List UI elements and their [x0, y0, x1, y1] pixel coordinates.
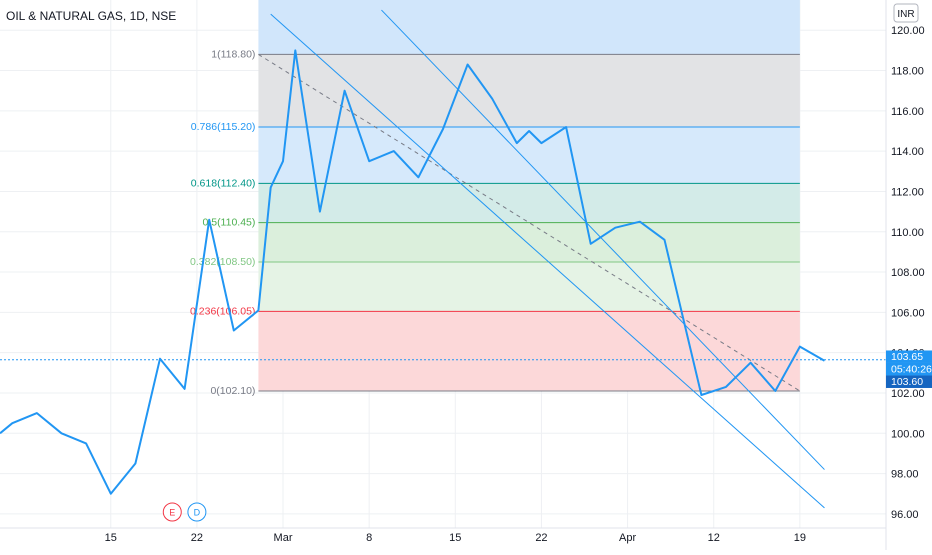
x-tick-label: 8	[366, 532, 372, 544]
x-tick-label: 15	[449, 532, 461, 544]
x-tick-label: 12	[708, 532, 720, 544]
currency-label: INR	[897, 9, 914, 20]
y-tick-label: 98.00	[891, 469, 919, 481]
fib-zone	[258, 261, 800, 312]
fib-trend-line	[258, 53, 801, 392]
x-tick-label: 19	[794, 532, 806, 544]
event-marker	[162, 502, 182, 522]
price-series	[0, 49, 825, 495]
time-axis: 15 22 Mar 8 15 22 Apr 12 19	[0, 527, 886, 544]
fib-zone	[258, 311, 800, 391]
fib-level-label: 0.382(108.50)	[190, 256, 255, 268]
fib-level-label: 0.786(115.20)	[191, 121, 256, 133]
y-tick-label: 96.00	[891, 509, 919, 521]
trend-line	[381, 9, 825, 470]
y-tick-label: 116.00	[891, 106, 924, 118]
y-tick-label: 120.00	[891, 25, 925, 37]
fib-zone	[258, 183, 800, 223]
price-line	[0, 49, 825, 495]
price-tag-text: 103.65	[891, 351, 923, 363]
currency-button[interactable]: INR	[893, 3, 919, 23]
event-marker-letter: D	[194, 508, 201, 518]
price-tag	[886, 375, 932, 388]
fib-zone	[258, 126, 800, 184]
y-tick-label: 114.00	[891, 146, 924, 158]
x-tick-label: Mar	[274, 532, 293, 544]
price-tag-text: 103.60	[891, 376, 923, 388]
price-tag-text: 05:40:26	[891, 363, 932, 375]
x-tick-label: 22	[535, 532, 547, 544]
price-axis: 96.0098.00100.00102.00104.00106.00108.00…	[885, 0, 925, 550]
x-tick-label: 15	[105, 532, 117, 544]
y-tick-label: 106.00	[891, 307, 925, 319]
fib-level-label: 1(118.80)	[211, 48, 255, 60]
trend-line	[270, 13, 825, 509]
y-tick-label: 118.00	[891, 66, 924, 78]
y-tick-label: 102.00	[891, 388, 925, 400]
fib-level-label: 0.618(112.40)	[191, 177, 256, 189]
x-tick-label: 22	[191, 532, 203, 544]
y-tick-label: 108.00	[891, 267, 925, 279]
x-tick-label: Apr	[619, 532, 636, 544]
price-tag	[886, 350, 932, 363]
fib-zone	[258, 222, 800, 262]
fib-level-label: 0.5(110.45)	[202, 217, 255, 229]
event-marker-letter: E	[169, 508, 175, 518]
chart-title: OIL & NATURAL GAS, 1D, NSE	[6, 9, 176, 23]
fib-zone	[258, 0, 800, 55]
fib-level-label: 0.236(106.05)	[190, 305, 255, 317]
y-tick-label: 112.00	[891, 186, 924, 198]
fib-levels: 1(118.80) 0.786(115.20) 0.618(112.40) 0.5(1…	[190, 48, 800, 397]
fib-level-label: 0(102.10)	[210, 385, 255, 397]
fib-zone	[258, 54, 800, 127]
event-marker	[187, 502, 207, 522]
y-tick-label: 100.00	[891, 428, 925, 440]
y-tick-label: 110.00	[891, 227, 924, 239]
fib-zones	[258, 0, 800, 391]
price-tag	[886, 362, 932, 376]
trend-lines	[258, 9, 825, 509]
